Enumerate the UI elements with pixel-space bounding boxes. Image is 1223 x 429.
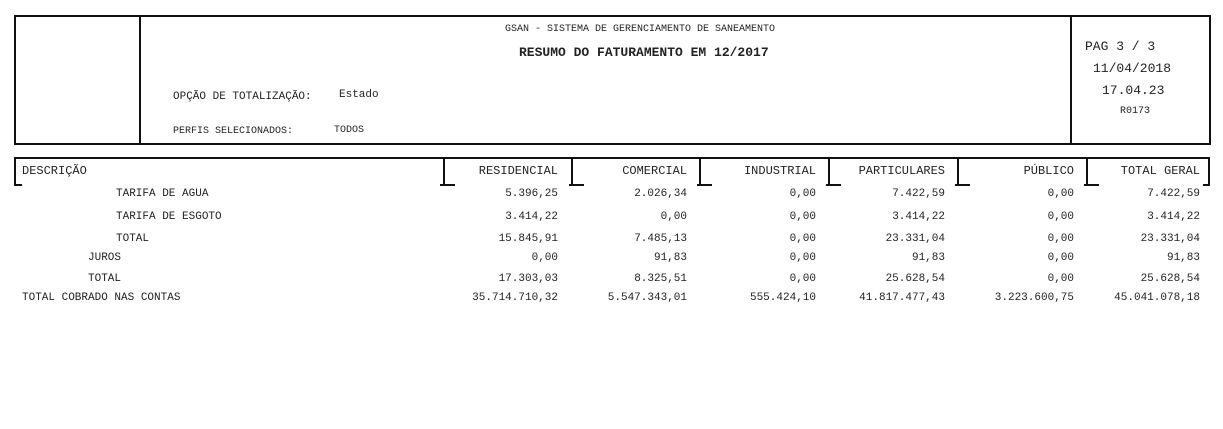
cell-value: 8.325,51	[634, 273, 687, 285]
report-time: 17.04.23	[1102, 83, 1165, 98]
cell-value: 0,00	[660, 211, 687, 223]
row-label: TOTAL COBRADO NAS CONTAS	[22, 292, 181, 304]
column-header: INDUSTRIAL	[743, 164, 816, 178]
cell-value: 7.422,59	[892, 188, 945, 200]
cell-value: 2.026,34	[634, 188, 687, 200]
cell-value: 0,00	[789, 211, 816, 223]
cell-value: 0,00	[531, 252, 558, 264]
row-label: TOTAL	[116, 233, 150, 245]
column-header: DESCRIÇÃO	[22, 164, 87, 178]
header-divider	[139, 17, 141, 143]
cell-value: 23.331,04	[1140, 233, 1200, 245]
cell-value: 555.424,10	[749, 292, 816, 304]
row-label: JUROS	[88, 252, 122, 264]
cell-value: 17.303,03	[498, 273, 558, 285]
cell-value: 25.628,54	[885, 273, 945, 285]
cell-value: 15.845,91	[498, 233, 558, 245]
column-header: COMERCIAL	[622, 164, 687, 178]
cell-value: 41.817.477,43	[859, 292, 945, 304]
perfis-value: TODOS	[334, 125, 365, 136]
cell-value: 25.628,54	[1140, 273, 1200, 285]
cell-value: 5.547.343,01	[607, 292, 687, 304]
cell-value: 0,00	[1047, 233, 1074, 245]
cell-value: 0,00	[789, 252, 816, 264]
cell-value: 45.041.078,18	[1114, 292, 1200, 304]
cell-value: 7.422,59	[1147, 188, 1200, 200]
column-header: PARTICULARES	[858, 164, 945, 178]
cell-value: 0,00	[1047, 188, 1074, 200]
column-header: PÚBLICO	[1023, 164, 1074, 178]
page-number: PAG 3 / 3	[1085, 39, 1156, 54]
cell-value: 23.331,04	[885, 233, 945, 245]
cell-value: 3.414,22	[505, 211, 558, 223]
report-title: RESUMO DO FATURAMENTO EM 12/2017	[519, 45, 769, 60]
cell-value: 3.223.600,75	[994, 292, 1074, 304]
cell-value: 3.414,22	[892, 211, 945, 223]
report-header-box	[14, 15, 1211, 145]
cell-value: 0,00	[789, 188, 816, 200]
perfis-label: PERFIS SELECIONADOS:	[173, 126, 294, 137]
cell-value: 0,00	[1047, 252, 1074, 264]
row-label: TOTAL	[88, 273, 122, 285]
system-name: GSAN - SISTEMA DE GERENCIAMENTO DE SANEA…	[505, 24, 776, 35]
column-header: RESIDENCIAL	[478, 164, 558, 178]
cell-value: 5.396,25	[505, 188, 558, 200]
row-label: TARIFA DE AGUA	[116, 188, 209, 200]
row-label: TARIFA DE ESGOTO	[116, 211, 222, 223]
cell-value: 91,83	[911, 252, 945, 264]
cell-value: 7.485,13	[634, 233, 687, 245]
cell-value: 35.714.710,32	[472, 292, 558, 304]
cell-value: 3.414,22	[1147, 211, 1200, 223]
cell-value: 91,83	[1166, 252, 1200, 264]
header-divider	[1070, 17, 1072, 143]
report-code: R0173	[1120, 106, 1151, 117]
cell-value: 0,00	[789, 273, 816, 285]
cell-value: 91,83	[653, 252, 687, 264]
cell-value: 0,00	[789, 233, 816, 245]
column-header: TOTAL GERAL	[1120, 164, 1200, 178]
report-date: 11/04/2018	[1093, 61, 1172, 76]
totalizacao-label: OPÇÃO DE TOTALIZAÇÃO:	[173, 91, 312, 103]
totalizacao-value: Estado	[339, 89, 379, 101]
cell-value: 0,00	[1047, 211, 1074, 223]
cell-value: 0,00	[1047, 273, 1074, 285]
